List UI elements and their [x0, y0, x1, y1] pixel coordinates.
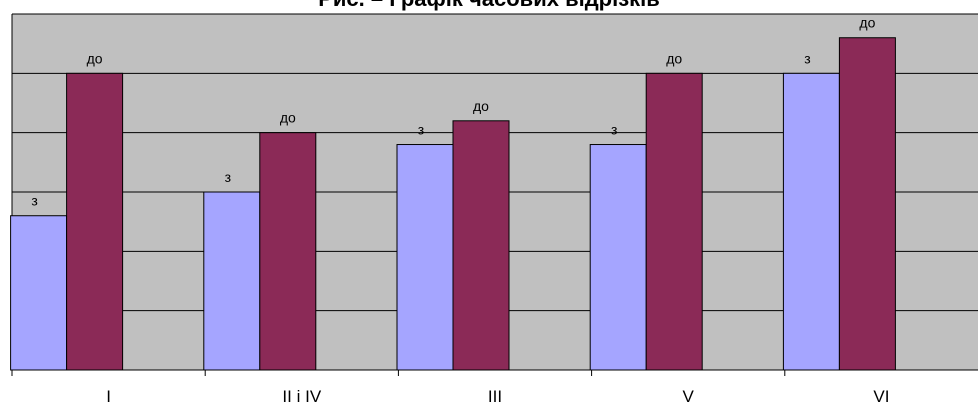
bar: [10, 215, 68, 371]
x-tick-label: V: [683, 387, 695, 406]
bar: [838, 37, 896, 371]
bar: [452, 120, 510, 371]
bar-data-label: з: [225, 169, 231, 185]
x-tick-label: I: [106, 387, 111, 406]
bar-data-label: до: [666, 50, 682, 66]
x-tick-labels: I II i IV III V VI: [106, 387, 889, 406]
x-axis: [11, 369, 978, 376]
bar-data-label: з: [31, 193, 37, 209]
bar-data-label: до: [87, 50, 103, 66]
bar: [203, 191, 261, 371]
x-tick-label: III: [488, 387, 502, 406]
x-tick-label: VI: [873, 387, 889, 406]
bar: [589, 144, 647, 371]
bars: [10, 37, 896, 371]
bar: [396, 144, 454, 371]
bar-data-label: з: [611, 122, 617, 138]
bar-data-label: до: [280, 110, 296, 126]
x-tick-label: II i IV: [282, 387, 321, 406]
bar-data-label: до: [473, 98, 489, 114]
bar: [782, 72, 840, 371]
bar: [66, 72, 124, 371]
bar-data-label: до: [859, 15, 875, 31]
chart-title: Рис. – Графік часових відрізків: [0, 0, 978, 12]
bar-data-label: з: [418, 122, 424, 138]
bar: [645, 72, 703, 371]
bar-data-label: з: [804, 50, 810, 66]
bar-labels: з до з до з до з до з до: [31, 15, 875, 209]
bar: [259, 132, 317, 371]
